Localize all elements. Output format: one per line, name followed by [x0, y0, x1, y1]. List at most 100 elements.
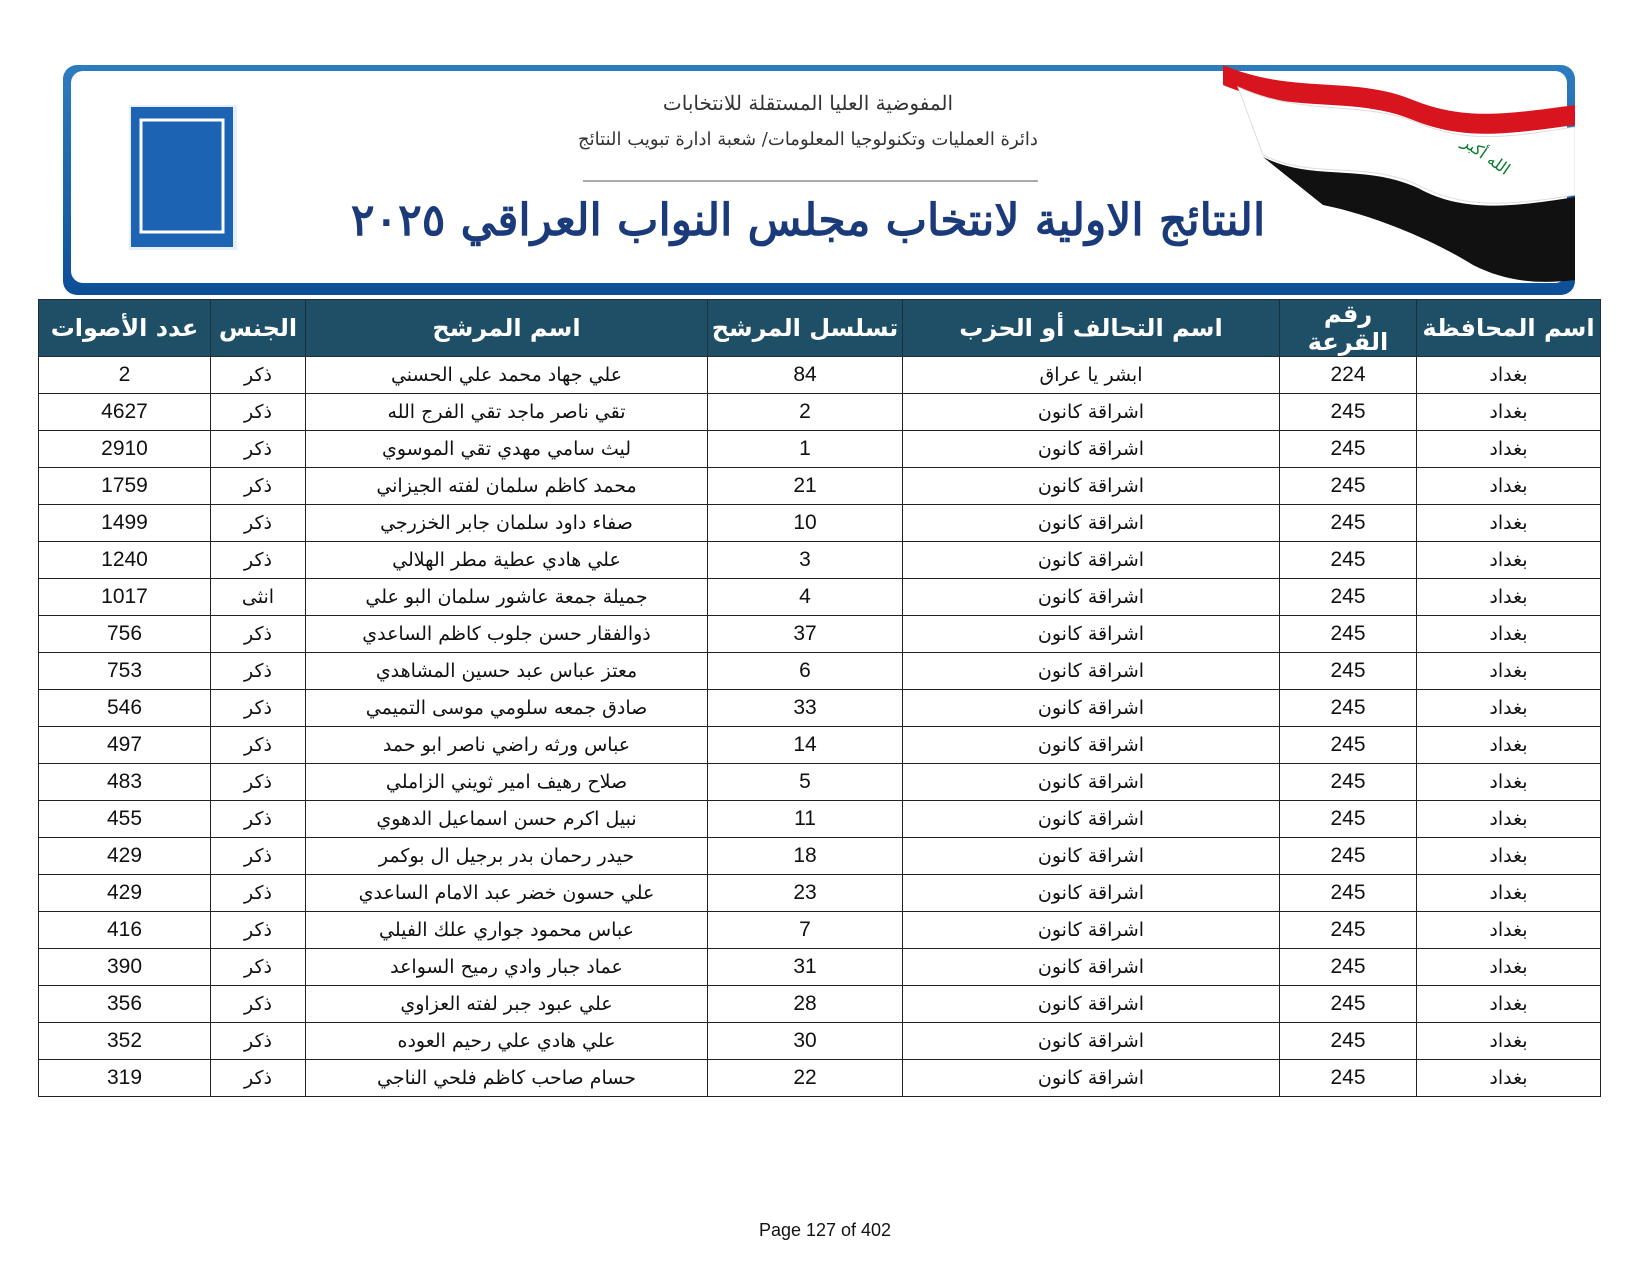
table-row: بغداد 245 اشراقة كانون 21 محمد كاظم سلمان لف…: [38, 467, 1601, 505]
party: اشراقة كانون: [902, 985, 1280, 1023]
lot-number: 245: [1279, 689, 1417, 727]
lot-number: 245: [1279, 578, 1417, 616]
candidate-seq: 33: [707, 689, 903, 727]
candidate-name: عماد جبار وادي رميح السواعد: [305, 948, 708, 986]
gender: ذكر: [210, 874, 306, 912]
column-header: تسلسل المرشح: [707, 299, 903, 357]
gender: انثى: [210, 578, 306, 616]
province: بغداد: [1416, 541, 1601, 579]
gender: ذكر: [210, 689, 306, 727]
candidate-seq: 5: [707, 763, 903, 801]
lot-number: 245: [1279, 726, 1417, 764]
party: اشراقة كانون: [902, 504, 1280, 542]
candidate-seq: 6: [707, 652, 903, 690]
candidate-name: علي جهاد محمد علي الحسني: [305, 356, 708, 394]
province: بغداد: [1416, 430, 1601, 468]
table-row: بغداد 245 اشراقة كانون 37 ذوالفقار حسن جلوب …: [38, 615, 1601, 653]
column-header: اسم المحافظة: [1416, 299, 1601, 357]
votes: 4627: [38, 393, 211, 431]
table-row: بغداد 245 اشراقة كانون 14 عباس ورثه راضي ناص…: [38, 726, 1601, 764]
candidate-name: علي عبود جبر لفته العزاوي: [305, 985, 708, 1023]
candidate-seq: 28: [707, 985, 903, 1023]
party: اشراقة كانون: [902, 1059, 1280, 1097]
party: اشراقة كانون: [902, 689, 1280, 727]
candidate-seq: 1: [707, 430, 903, 468]
votes: 1017: [38, 578, 211, 616]
gender: ذكر: [210, 911, 306, 949]
lot-number: 245: [1279, 1059, 1417, 1097]
candidate-name: علي حسون خضر عبد الامام الساعدي: [305, 874, 708, 912]
candidate-seq: 18: [707, 837, 903, 875]
candidate-seq: 3: [707, 541, 903, 579]
results-table: اسم المحافظة رقم القرعة اسم التحالف أو الح…: [38, 299, 1601, 1097]
province: بغداد: [1416, 726, 1601, 764]
party: اشراقة كانون: [902, 948, 1280, 986]
lot-number: 245: [1279, 763, 1417, 801]
table-row: بغداد 245 اشراقة كانون 31 عماد جبار وادي رمي…: [38, 948, 1601, 986]
gender: ذكر: [210, 837, 306, 875]
gender: ذكر: [210, 393, 306, 431]
gender: ذكر: [210, 467, 306, 505]
candidate-seq: 30: [707, 1022, 903, 1060]
lot-number: 245: [1279, 874, 1417, 912]
candidate-name: تقي ناصر ماجد تقي الفرج الله: [305, 393, 708, 431]
province: بغداد: [1416, 985, 1601, 1023]
candidate-seq: 10: [707, 504, 903, 542]
province: بغداد: [1416, 911, 1601, 949]
province: بغداد: [1416, 356, 1601, 394]
votes: 319: [38, 1059, 211, 1097]
gender: ذكر: [210, 763, 306, 801]
province: بغداد: [1416, 467, 1601, 505]
province: بغداد: [1416, 874, 1601, 912]
province: بغداد: [1416, 578, 1601, 616]
lot-number: 245: [1279, 985, 1417, 1023]
table-row: بغداد 245 اشراقة كانون 22 حسام صاحب كاظم فلح…: [38, 1059, 1601, 1097]
votes: 756: [38, 615, 211, 653]
table-row: بغداد 245 اشراقة كانون 28 علي عبود جبر لفته …: [38, 985, 1601, 1023]
candidate-seq: 7: [707, 911, 903, 949]
candidate-name: صفاء داود سلمان جابر الخزرجي: [305, 504, 708, 542]
table-body: بغداد 224 ابشر يا عراق 84 علي جهاد محمد علي …: [38, 356, 1601, 1097]
votes: 497: [38, 726, 211, 764]
votes: 429: [38, 837, 211, 875]
department-name: دائرة العمليات وتكنولوجيا المعلومات/ شعب…: [578, 129, 1038, 150]
table-row: بغداد 245 اشراقة كانون 6 معتز عباس عبد حسين …: [38, 652, 1601, 690]
page-number: Page 127 of 402: [758, 1220, 892, 1240]
party: اشراقة كانون: [902, 541, 1280, 579]
votes: 2910: [38, 430, 211, 468]
candidate-name: محمد كاظم سلمان لفته الجيزاني: [305, 467, 708, 505]
votes: 483: [38, 763, 211, 801]
lot-number: 245: [1279, 430, 1417, 468]
votes: 2: [38, 356, 211, 394]
party: اشراقة كانون: [902, 726, 1280, 764]
gender: ذكر: [210, 356, 306, 394]
table-row: بغداد 245 اشراقة كانون 7 عباس محمود جواري عل…: [38, 911, 1601, 949]
lot-number: 245: [1279, 800, 1417, 838]
lot-number: 245: [1279, 467, 1417, 505]
table-row: بغداد 245 اشراقة كانون 23 علي حسون خضر عبد ا…: [38, 874, 1601, 912]
table-row: بغداد 245 اشراقة كانون 33 صادق جمعه سلومي مو…: [38, 689, 1601, 727]
lot-number: 245: [1279, 615, 1417, 653]
candidate-name: صلاح رهيف امير ثويني الزاملي: [305, 763, 708, 801]
province: بغداد: [1416, 948, 1601, 986]
column-header: اسم التحالف أو الحزب: [902, 299, 1280, 357]
header-row: اسم المحافظة رقم القرعة اسم التحالف أو الح…: [38, 299, 1601, 357]
province: بغداد: [1416, 615, 1601, 653]
votes: 390: [38, 948, 211, 986]
candidate-name: علي هادي علي رحيم العوده: [305, 1022, 708, 1060]
candidate-seq: 21: [707, 467, 903, 505]
table-row: بغداد 245 اشراقة كانون 5 صلاح رهيف امير ثوين…: [38, 763, 1601, 801]
party: اشراقة كانون: [902, 911, 1280, 949]
votes: 356: [38, 985, 211, 1023]
gender: ذكر: [210, 1022, 306, 1060]
flag-black: [1263, 157, 1575, 282]
votes: 753: [38, 652, 211, 690]
column-header: عدد الأصوات: [38, 299, 211, 357]
gender: ذكر: [210, 800, 306, 838]
candidate-name: حسام صاحب كاظم فلحي الناجي: [305, 1059, 708, 1097]
flag-red: [1223, 65, 1575, 134]
report-title: النتائج الاولية لانتخاب مجلس النواب العر…: [351, 195, 1265, 247]
flag-white: [1237, 86, 1575, 204]
party: اشراقة كانون: [902, 800, 1280, 838]
